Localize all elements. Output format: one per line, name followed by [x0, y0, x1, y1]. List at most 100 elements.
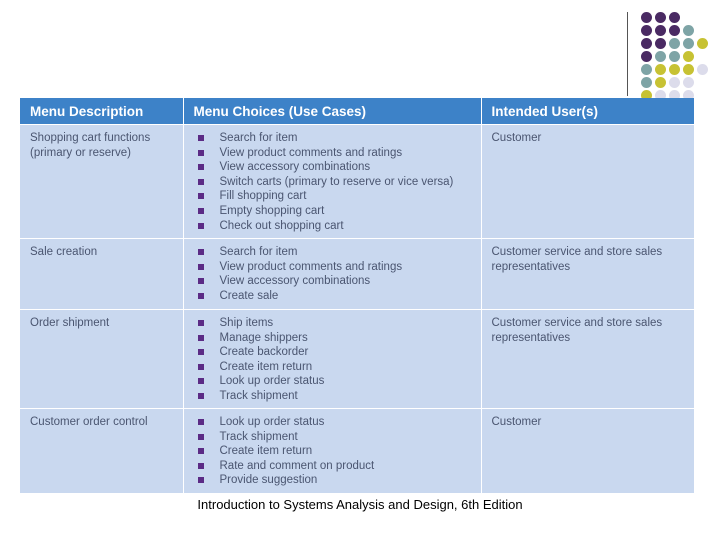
decorative-dot [683, 64, 694, 75]
decorative-dot [669, 64, 680, 75]
intended-users-cell: Customer [480, 124, 694, 239]
choice-label: Check out shopping cart [219, 219, 344, 232]
table-row: Order shipment Ship items Manage shipper… [20, 309, 694, 409]
decorative-dot [683, 90, 694, 101]
decorative-dot [655, 25, 666, 36]
choice-label: Empty shopping cart [219, 204, 325, 217]
choice-list: Search for item View product comments an… [194, 245, 471, 303]
menu-description-cell: Shopping cart functions (primary or rese… [20, 124, 183, 239]
choice-item: Search for item [194, 131, 471, 146]
menu-description-cell: Sale creation [20, 238, 183, 310]
header-menu-choices: Menu Choices (Use Cases) [182, 98, 481, 125]
decorative-dot [669, 38, 680, 49]
menu-choices-cell: Search for item View product comments an… [182, 238, 481, 310]
choice-label: Look up order status [219, 416, 325, 428]
choice-label: Provide suggestion [219, 474, 318, 487]
slide-caption: Introduction to Systems Analysis and Des… [197, 497, 523, 512]
choice-item: Create item return [194, 360, 471, 375]
choice-label: View product comments and ratings [219, 146, 403, 159]
square-bullet-icon [197, 292, 204, 299]
table-row: Shopping cart functions (primary or rese… [20, 124, 694, 239]
square-bullet-icon [197, 149, 204, 156]
choice-item: Track shipment [194, 389, 471, 404]
choice-list: Search for item View product comments an… [194, 131, 471, 233]
square-bullet-icon [197, 320, 204, 326]
square-bullet-icon [197, 349, 204, 356]
choice-item: Empty shopping cart [194, 204, 471, 219]
choice-label: Search for item [219, 246, 298, 258]
menu-choices-cell: Look up order status Track shipment Crea… [182, 408, 481, 493]
square-bullet-icon [197, 249, 204, 255]
decorative-dot [641, 77, 652, 88]
header-menu-description: Menu Description [20, 98, 183, 125]
decorative-dot [697, 64, 708, 75]
square-bullet-icon [197, 363, 204, 370]
choice-item: Switch carts (primary to reserve or vice… [194, 175, 471, 190]
choice-item: Rate and comment on product [194, 459, 471, 474]
choice-label: Track shipment [219, 430, 298, 443]
choice-label: Create sale [219, 289, 279, 302]
choice-item: Create item return [194, 444, 471, 459]
choice-item: View accessory combinations [194, 274, 471, 289]
menu-choices-cell: Search for item View product comments an… [182, 124, 481, 239]
square-bullet-icon [197, 462, 204, 469]
choice-label: View accessory combinations [219, 275, 371, 288]
decorative-dot [683, 77, 694, 88]
decorative-dot [641, 12, 652, 23]
choice-label: Manage shippers [219, 331, 308, 344]
table-row: Sale creation Search for item View produ… [20, 238, 694, 310]
decorative-dot [641, 90, 652, 101]
choice-label: Create item return [219, 360, 313, 373]
choice-item: Check out shopping cart [194, 219, 471, 234]
intended-users-cell: Customer service and store sales represe… [480, 238, 694, 310]
square-bullet-icon [197, 164, 204, 171]
choice-item: Create sale [194, 289, 471, 304]
choice-item: Fill shopping cart [194, 189, 471, 204]
decorative-divider [627, 12, 628, 96]
decorative-dot [697, 38, 708, 49]
decorative-dot [655, 64, 666, 75]
square-bullet-icon [197, 178, 204, 185]
decorative-dot [669, 90, 680, 101]
choice-label: Switch carts (primary to reserve or vice… [219, 175, 454, 188]
decorative-dot [641, 25, 652, 36]
choice-label: Create item return [219, 445, 313, 458]
choice-label: Search for item [219, 132, 298, 144]
choice-label: View product comments and ratings [219, 260, 403, 273]
choice-list: Ship items Manage shippers Create backor… [194, 316, 471, 404]
intended-users-cell: Customer [480, 408, 694, 493]
choice-label: Look up order status [219, 375, 325, 388]
choice-label: Create backorder [219, 346, 309, 359]
square-bullet-icon [197, 419, 204, 425]
decorative-dot [683, 51, 694, 62]
decorative-dot [641, 51, 652, 62]
decorative-dot [655, 51, 666, 62]
decorative-dot [641, 38, 652, 49]
table-header-row: Menu Description Menu Choices (Use Cases… [20, 98, 694, 125]
choice-item: Create backorder [194, 345, 471, 360]
decorative-dot [655, 90, 666, 101]
square-bullet-icon [197, 334, 204, 341]
choice-list: Look up order status Track shipment Crea… [194, 415, 471, 488]
decorative-dot [669, 25, 680, 36]
choice-item: View product comments and ratings [194, 146, 471, 161]
square-bullet-icon [197, 263, 204, 270]
decorative-dot [669, 51, 680, 62]
decorative-dot [655, 12, 666, 23]
choice-label: Track shipment [219, 389, 298, 402]
choice-label: Fill shopping cart [219, 190, 307, 203]
header-intended-users: Intended User(s) [480, 98, 694, 125]
square-bullet-icon [197, 433, 204, 440]
choice-label: View accessory combinations [219, 161, 371, 174]
square-bullet-icon [197, 392, 204, 399]
menu-description-cell: Customer order control [20, 408, 183, 493]
menu-description-cell: Order shipment [20, 309, 183, 409]
choice-item: Provide suggestion [194, 473, 471, 488]
square-bullet-icon [197, 193, 204, 200]
menu-use-case-table: Menu Description Menu Choices (Use Cases… [20, 98, 694, 493]
choice-label: Rate and comment on product [219, 459, 375, 472]
square-bullet-icon [197, 477, 204, 484]
square-bullet-icon [197, 278, 204, 285]
square-bullet-icon [197, 378, 204, 385]
square-bullet-icon [197, 448, 204, 455]
